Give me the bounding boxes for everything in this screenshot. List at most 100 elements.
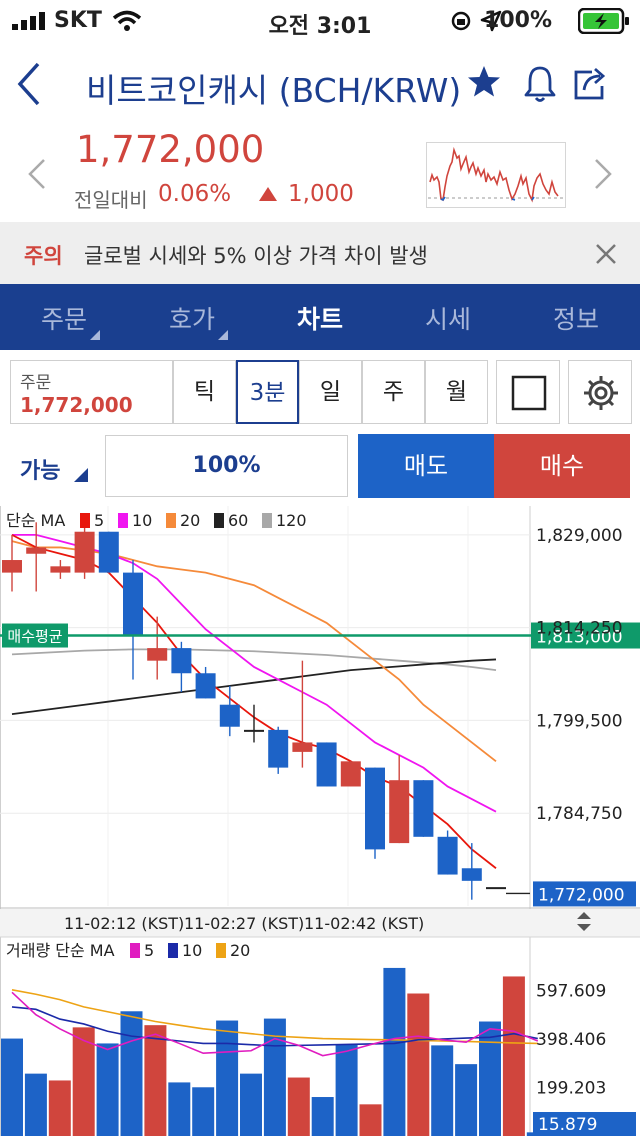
share-icon[interactable]: [572, 64, 612, 104]
volume-bar: [144, 1025, 167, 1136]
period-day-label: 일: [319, 379, 342, 405]
tab-info[interactable]: 정보: [526, 300, 626, 336]
legend-swatch: [262, 513, 272, 528]
volume-bar: [407, 993, 430, 1136]
sell-label: 매도: [403, 452, 449, 480]
candle-body: [123, 572, 143, 636]
warning-message: 글로벌 시세와 5% 이상 가격 차이 발생: [84, 244, 428, 268]
price-axis-label: 1,829,000: [536, 526, 623, 546]
candle-body: [437, 836, 458, 875]
tab-order[interactable]: 주문: [14, 300, 114, 336]
available-dropdown-icon[interactable]: [74, 468, 88, 482]
order-price-box[interactable]: [10, 360, 173, 424]
period-tick[interactable]: 틱: [173, 360, 236, 424]
avg-buy-label: 매수평균: [7, 628, 62, 646]
avg-buy-tag: [2, 623, 68, 648]
carrier-label: SKT: [54, 8, 102, 33]
current-price: 1,772,000: [76, 128, 265, 171]
favorite-star-icon[interactable]: [466, 64, 502, 100]
fullscreen-square-icon: [511, 375, 547, 411]
battery-icon: [578, 8, 629, 34]
legend-label: 60: [228, 511, 248, 530]
location-icon: [480, 10, 502, 32]
avg-buy-value: 1,813,000: [536, 628, 623, 648]
volume-bar: [383, 967, 406, 1136]
volume-legend-prefix: 거래량 단순 MA: [6, 941, 115, 960]
wifi-icon: [112, 10, 142, 31]
period-month[interactable]: 월: [425, 360, 488, 424]
status-bar: SKT 오전 3:01 100%: [0, 0, 640, 40]
legend-label: 20: [180, 511, 200, 530]
candle-body: [98, 531, 119, 573]
legend-label: 5: [94, 511, 104, 530]
percent-value: 100%: [192, 453, 261, 478]
volume-axis-label: 199.203: [536, 1078, 606, 1098]
volume-bar: [216, 1020, 239, 1136]
period-week[interactable]: 주: [362, 360, 425, 424]
change-label: 전일대비: [74, 188, 148, 212]
next-coin-chevron-icon[interactable]: [592, 156, 614, 192]
battery-percent: 100%: [484, 8, 552, 33]
volume-bar: [335, 1044, 358, 1136]
tab-orderbook[interactable]: 호가: [142, 300, 242, 336]
current-price-tag: [533, 881, 636, 907]
prev-coin-chevron-icon[interactable]: [26, 156, 48, 192]
tab-market-price-label: 시세: [424, 305, 471, 334]
alarm-bell-icon[interactable]: [522, 64, 558, 104]
gear-icon: [584, 376, 618, 410]
header: 비트코인캐시 (BCH/KRW): [0, 40, 640, 130]
volume-bar: [240, 1073, 262, 1136]
order-price-label: 주문: [20, 373, 52, 393]
chart-settings-button[interactable]: [568, 360, 632, 424]
legend-label: 10: [182, 941, 202, 960]
candle-body: [195, 673, 216, 699]
legend-swatch: [214, 513, 224, 528]
legend-swatch: [130, 943, 140, 958]
change-amount: 1,000: [288, 181, 354, 207]
orientation-lock-icon: [451, 11, 471, 31]
period-day[interactable]: 일: [299, 360, 362, 424]
tab-orderbook-dropdown-icon: [218, 330, 228, 340]
period-3min[interactable]: 3분: [236, 360, 299, 424]
time-axis-label: 11-02:12 (KST): [64, 914, 184, 933]
sell-button[interactable]: 매도: [358, 434, 494, 498]
fullscreen-button[interactable]: [496, 360, 560, 424]
tab-chart[interactable]: 차트: [270, 300, 370, 336]
tab-market-price[interactable]: 시세: [398, 300, 498, 336]
warning-banner: 주의 글로벌 시세와 5% 이상 가격 차이 발생: [0, 222, 640, 284]
volume-bar: [479, 1021, 501, 1136]
legend-label: 5: [144, 941, 154, 960]
legend-swatch: [168, 943, 178, 958]
mini-chart[interactable]: [426, 142, 566, 208]
candle-body: [461, 868, 482, 881]
buy-button[interactable]: 매수: [494, 434, 630, 498]
volume-bar: [48, 1080, 71, 1136]
legend-swatch: [166, 513, 176, 528]
candle-body: [413, 780, 434, 837]
candle-body: [244, 729, 264, 732]
volume-bar: [502, 976, 525, 1136]
volume-bar: [431, 1045, 454, 1136]
period-3min-label: 3분: [249, 380, 286, 406]
tab-orderbook-label: 호가: [168, 305, 215, 334]
volume-bar: [359, 1104, 382, 1136]
volume-bar: [192, 1087, 215, 1136]
candle-body: [74, 531, 95, 573]
tab-order-dropdown-icon: [90, 330, 100, 340]
candle-body: [316, 742, 337, 787]
price-axis-label: 1,799,500: [536, 711, 623, 731]
percent-selector[interactable]: 100%: [105, 435, 348, 497]
volume-bar: [24, 1073, 47, 1136]
available-label[interactable]: 가능: [20, 459, 61, 484]
candle-body: [365, 767, 385, 850]
candle-body: [147, 648, 168, 661]
close-icon[interactable]: [594, 242, 618, 266]
candle-body: [389, 780, 410, 844]
tab-chart-label: 차트: [296, 305, 343, 334]
candle-body: [50, 566, 71, 573]
price-chart[interactable]: 매수평균 1,813,000 1,772,000 단순 MA 5 10 20 60 120 1…: [0, 506, 640, 1136]
time-axis-label: 11-02:27 (KST): [184, 914, 304, 933]
legend-swatch: [80, 513, 90, 528]
axis-toggle-icon[interactable]: [577, 912, 591, 931]
back-icon[interactable]: [14, 60, 44, 108]
